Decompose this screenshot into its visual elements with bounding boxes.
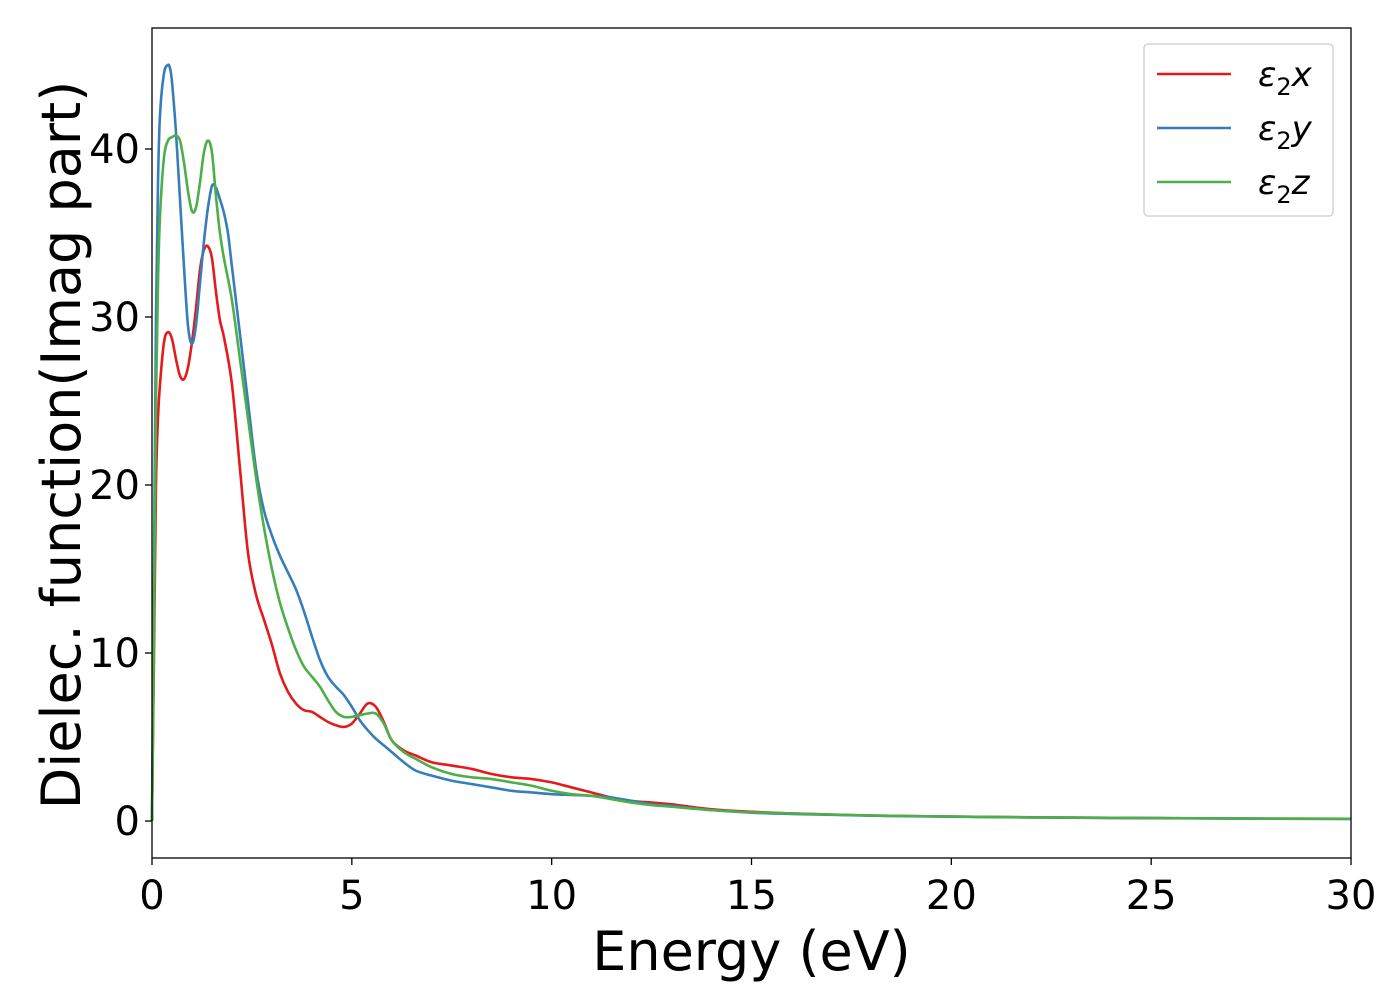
legend-label-sub: 2 (1276, 127, 1291, 155)
legend-label: ε2z (1258, 163, 1311, 209)
legend-box (1143, 43, 1334, 217)
x-tick-label: 15 (726, 873, 777, 919)
y-axis-title: Dielec. function(Imag part) (30, 81, 93, 810)
x-tick-label: 5 (339, 873, 364, 919)
legend-label-main: ε (1258, 55, 1276, 95)
y-tick-label: 30 (89, 295, 140, 341)
y-tick-label: 40 (89, 127, 140, 173)
x-tick-label: 30 (1326, 873, 1377, 919)
series-layer (150, 63, 1352, 822)
x-tick-label: 10 (526, 873, 577, 919)
legend-label-tail: y (1291, 109, 1313, 149)
legend-label-sub: 2 (1276, 181, 1291, 209)
y-tick-label: 20 (89, 463, 140, 509)
x-axis-title: Energy (eV) (592, 920, 911, 983)
legend-label-sub: 2 (1276, 73, 1291, 101)
x-tick-label: 25 (1126, 873, 1177, 919)
series-line-x (150, 244, 1352, 822)
ticks-layer: 0 5 10 15 20 25 30 0 10 20 30 40 (89, 127, 1376, 919)
series-line-y (150, 63, 1352, 822)
y-tick-label: 0 (115, 799, 140, 845)
series-line-z (150, 134, 1352, 822)
legend-label-tail: x (1291, 55, 1313, 95)
legend-label-main: ε (1258, 109, 1276, 149)
legend-label: ε2x (1258, 55, 1313, 101)
legend-label: ε2y (1258, 109, 1313, 155)
y-tick-label: 10 (89, 631, 140, 677)
x-tick-label: 0 (139, 873, 164, 919)
legend-label-tail: z (1291, 163, 1311, 203)
x-tick-label: 20 (926, 873, 977, 919)
legend-label-main: ε (1258, 163, 1276, 203)
